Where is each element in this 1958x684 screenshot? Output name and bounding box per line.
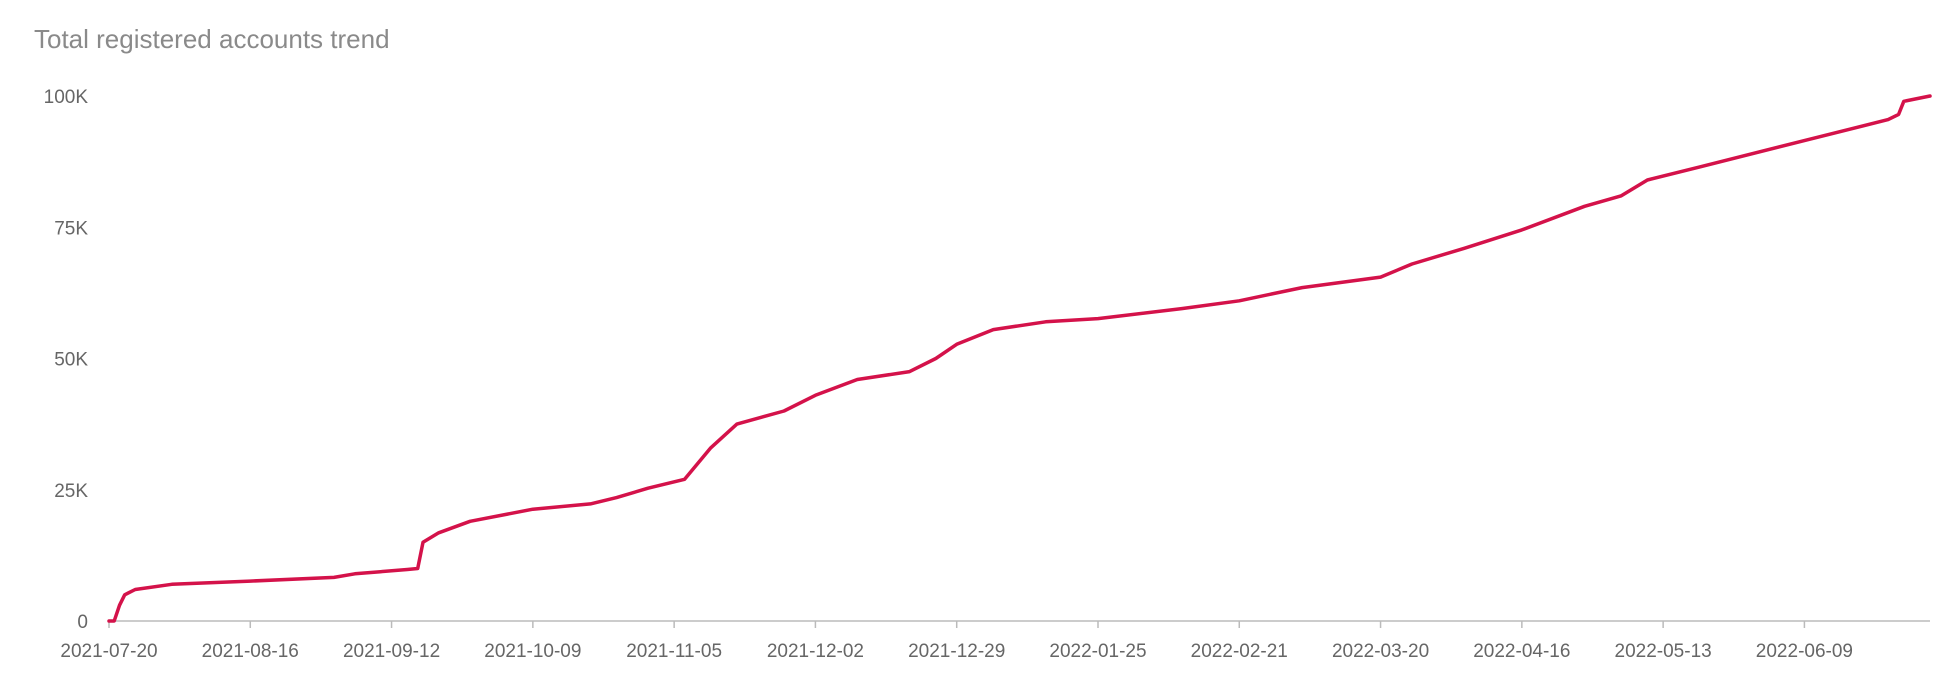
x-tick-label: 2021-08-16 (202, 641, 299, 662)
y-tick-label: 50K (54, 350, 88, 371)
y-tick-label: 75K (54, 218, 88, 239)
chart-title: Total registered accounts trend (34, 24, 390, 54)
x-tick-label: 2021-12-02 (767, 641, 864, 662)
x-tick-label: 2022-06-09 (1756, 641, 1853, 662)
x-tick-label: 2021-10-09 (484, 641, 581, 662)
x-tick-label: 2022-01-25 (1049, 641, 1146, 662)
line (107, 94, 1932, 623)
x-tick-label: 2021-11-05 (626, 641, 722, 662)
x-tick-label: 2022-03-20 (1332, 641, 1429, 662)
x-tick-label: 2022-05-13 (1615, 641, 1712, 662)
y-tick-label: 25K (54, 481, 88, 502)
x-tick-label: 2021-12-29 (908, 641, 1005, 662)
x-tick-label: 2022-04-16 (1473, 641, 1570, 662)
x-tick-label: 2022-02-21 (1191, 641, 1288, 662)
y-tick-label: 100K (44, 87, 89, 108)
y-tick-label: 0 (77, 612, 88, 633)
x-tick-label: 2021-09-12 (343, 641, 440, 662)
x-tick-label: 2021-07-20 (60, 641, 157, 662)
